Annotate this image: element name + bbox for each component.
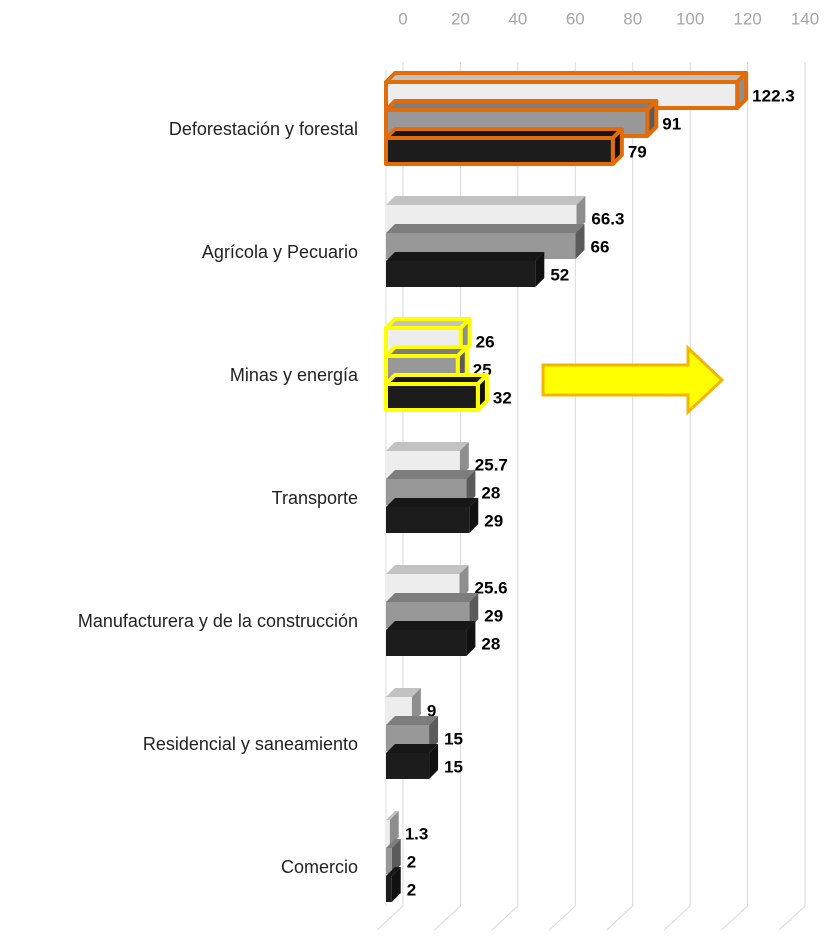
bar-front xyxy=(384,136,615,166)
bar-side xyxy=(429,716,439,751)
data-label: 79 xyxy=(628,142,647,161)
bar-side xyxy=(466,470,476,505)
data-label: 15 xyxy=(444,729,463,748)
bar-side xyxy=(391,839,401,874)
data-label: 52 xyxy=(550,265,569,284)
data-label: 2 xyxy=(407,880,416,899)
y-tick-label: Residencial y saneamiento xyxy=(143,734,358,754)
bar-top xyxy=(386,442,469,451)
grid-floor xyxy=(778,905,806,931)
bar-top xyxy=(386,744,439,753)
bar-top xyxy=(386,688,421,697)
bar xyxy=(386,621,476,656)
data-label: 91 xyxy=(662,114,681,133)
data-label: 66 xyxy=(591,237,610,256)
bar-top xyxy=(386,839,401,848)
bar-front xyxy=(386,848,392,874)
bar xyxy=(384,71,749,110)
grid-floor xyxy=(491,905,519,931)
bar-front xyxy=(386,876,392,902)
x-tick-label: 120 xyxy=(733,9,761,28)
arrow xyxy=(541,344,725,416)
bar-side xyxy=(411,688,421,723)
bar xyxy=(384,373,489,412)
bar-side xyxy=(469,593,479,628)
bar-front xyxy=(386,507,470,533)
x-tick-label: 80 xyxy=(623,9,642,28)
bar-side xyxy=(466,621,476,656)
x-tick-label: 20 xyxy=(451,9,470,28)
data-label: 1.3 xyxy=(405,824,429,843)
bar-top xyxy=(386,716,439,725)
grid-floor xyxy=(721,905,748,931)
bar-top xyxy=(386,867,401,876)
bar xyxy=(386,498,479,533)
bar-side xyxy=(459,442,469,477)
bar-top xyxy=(386,593,479,602)
bar-side xyxy=(576,196,586,231)
data-label: 32 xyxy=(493,388,512,407)
bar-front xyxy=(386,820,390,846)
bar-front xyxy=(386,261,536,287)
bar-side xyxy=(459,565,469,600)
x-tick-label: 140 xyxy=(791,9,819,28)
grid-floor xyxy=(376,905,404,931)
data-label: 28 xyxy=(481,483,500,502)
data-label: 25.7 xyxy=(475,455,508,474)
bar-side xyxy=(391,867,401,902)
data-label: 25.6 xyxy=(475,578,508,597)
bar xyxy=(386,811,399,846)
data-label: 9 xyxy=(427,701,436,720)
x-tick-label: 0 xyxy=(398,9,407,28)
x-tick-label: 100 xyxy=(676,9,704,28)
y-tick-label: Transporte xyxy=(272,488,358,508)
y-tick-label: Deforestación y forestal xyxy=(169,119,358,139)
data-label: 15 xyxy=(444,757,463,776)
data-label: 29 xyxy=(484,511,503,530)
x-tick-label: 60 xyxy=(566,9,585,28)
bar-front xyxy=(384,382,480,412)
data-label: 2 xyxy=(407,852,416,871)
y-tick-label: Minas y energía xyxy=(230,365,359,385)
y-tick-label: Manufacturera y de la construcción xyxy=(78,611,358,631)
data-label: 29 xyxy=(484,606,503,625)
grid-floor xyxy=(663,905,691,931)
bar-side xyxy=(429,744,439,779)
y-tick-label: Comercio xyxy=(281,857,358,877)
bar-top xyxy=(386,224,585,233)
bar-top xyxy=(386,621,476,630)
bar xyxy=(384,127,624,166)
bar-top xyxy=(386,498,479,507)
bar-side xyxy=(575,224,585,259)
data-label: 26 xyxy=(476,332,495,351)
bar-side xyxy=(389,811,399,846)
data-label: 28 xyxy=(481,634,500,653)
bar xyxy=(386,252,545,287)
bar-top xyxy=(386,811,399,820)
bar-top xyxy=(386,470,476,479)
bar-top xyxy=(386,565,469,574)
x-tick-label: 40 xyxy=(508,9,527,28)
bar-side xyxy=(469,498,479,533)
y-tick-label: Agrícola y Pecuario xyxy=(202,242,358,262)
bar-side xyxy=(535,252,545,287)
grid-floor xyxy=(548,905,576,931)
grid-floor xyxy=(434,905,461,931)
bar-front xyxy=(386,753,430,779)
bar xyxy=(386,867,401,902)
bar xyxy=(386,839,401,874)
grid-floor xyxy=(606,905,634,931)
bar-top xyxy=(386,196,586,205)
bar xyxy=(386,744,439,779)
bar-front xyxy=(386,630,467,656)
bar-top xyxy=(386,252,545,261)
data-label: 122.3 xyxy=(752,86,795,105)
data-label: 66.3 xyxy=(591,209,624,228)
